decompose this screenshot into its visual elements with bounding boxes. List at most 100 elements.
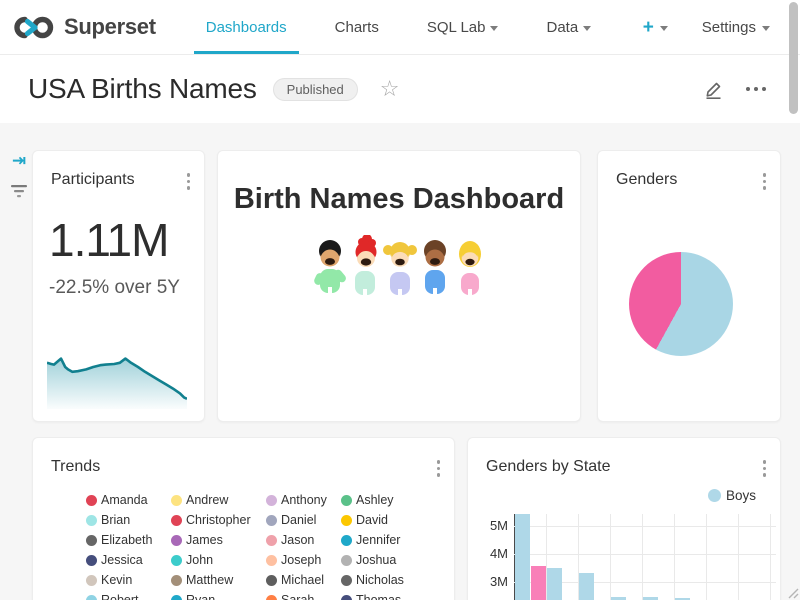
- legend-dot: [86, 595, 97, 600]
- legend-item-joseph[interactable]: Joseph: [266, 550, 341, 570]
- legend-label: Brian: [101, 513, 130, 527]
- settings-label: Settings: [702, 19, 756, 36]
- chart-title: Participants: [51, 171, 135, 189]
- legend-label: Jessica: [101, 553, 143, 567]
- legend-item-john[interactable]: John: [171, 550, 266, 570]
- boys-bar[interactable]: [579, 573, 594, 600]
- boys-legend-dot: [708, 489, 721, 502]
- brand-name: Superset: [64, 14, 156, 40]
- y-tick-label: 3M: [472, 574, 508, 589]
- settings-menu[interactable]: Settings: [702, 19, 770, 36]
- genders-card: Genders: [597, 150, 781, 422]
- legend-dot: [86, 515, 97, 526]
- legend-item-matthew[interactable]: Matthew: [171, 570, 266, 590]
- dashboard-header: USA Births Names Published ☆: [0, 55, 800, 123]
- legend-label: Sarah: [281, 593, 314, 600]
- legend-dot: [341, 495, 352, 506]
- dashboard-heading-text: Birth Names Dashboard: [218, 183, 580, 216]
- trends-card: Trends Amanda Andrew Anthony Ashley Brian Chr…: [32, 437, 455, 600]
- boys-bar[interactable]: [515, 514, 530, 600]
- legend-item-james[interactable]: James: [171, 530, 266, 550]
- legend-item-ryan[interactable]: Ryan: [171, 590, 266, 600]
- legend-item-andrew[interactable]: Andrew: [171, 490, 266, 510]
- nav-item-label: Charts: [335, 19, 379, 36]
- legend-item-david[interactable]: David: [341, 510, 431, 530]
- legend-dot: [341, 595, 352, 600]
- caret-down-icon: [660, 26, 668, 31]
- published-badge[interactable]: Published: [273, 78, 358, 101]
- legend-dot: [171, 495, 182, 506]
- chart-title: Trends: [51, 458, 100, 476]
- legend-label: Matthew: [186, 573, 233, 587]
- caret-down-icon: [490, 26, 498, 31]
- card-resize-handle[interactable]: [785, 585, 799, 599]
- nav-item-label: Data: [546, 19, 578, 36]
- legend-item-jessica[interactable]: Jessica: [86, 550, 171, 570]
- legend-item-anthony[interactable]: Anthony: [266, 490, 341, 510]
- legend-label: Thomas: [356, 593, 401, 600]
- legend-label: Jason: [281, 533, 314, 547]
- participants-trend-chart[interactable]: [47, 349, 187, 409]
- chart-menu-icon[interactable]: [763, 173, 767, 190]
- legend-item-brian[interactable]: Brian: [86, 510, 171, 530]
- gridline: [514, 526, 776, 527]
- legend-dot: [171, 595, 182, 600]
- caret-down-icon: [583, 26, 591, 31]
- legend-item-sarah[interactable]: Sarah: [266, 590, 341, 600]
- legend-item-jason[interactable]: Jason: [266, 530, 341, 550]
- boys-bar[interactable]: [547, 568, 562, 600]
- new-button[interactable]: +: [643, 18, 668, 37]
- nav-item-label: Dashboards: [206, 19, 287, 36]
- legend-dot: [266, 575, 277, 586]
- legend-item-elizabeth[interactable]: Elizabeth: [86, 530, 171, 550]
- legend-item-michael[interactable]: Michael: [266, 570, 341, 590]
- chart-title: Genders by State: [486, 458, 611, 476]
- nav-item-data[interactable]: Data: [522, 0, 615, 54]
- legend-label: Elizabeth: [101, 533, 152, 547]
- page-title: USA Births Names: [28, 73, 257, 105]
- legend-label: Robert: [101, 593, 139, 600]
- vertical-scrollbar[interactable]: [789, 2, 798, 114]
- chart-menu-icon[interactable]: [763, 460, 767, 477]
- legend-item-boys[interactable]: Boys: [708, 488, 756, 503]
- edit-pencil-icon[interactable]: [703, 79, 724, 100]
- nav-item-sql-lab[interactable]: SQL Lab: [403, 0, 523, 54]
- nav-item-dashboards[interactable]: Dashboards: [182, 0, 311, 54]
- legend-dot: [341, 535, 352, 546]
- navbar: Superset Dashboards Charts SQL Lab Data + S…: [0, 0, 800, 55]
- legend-item-jennifer[interactable]: Jennifer: [341, 530, 431, 550]
- legend-item-joshua[interactable]: Joshua: [341, 550, 431, 570]
- legend-item-kevin[interactable]: Kevin: [86, 570, 171, 590]
- superset-infinity-icon: [14, 14, 56, 41]
- filter-icon[interactable]: [10, 183, 28, 199]
- legend-label: Nicholas: [356, 573, 404, 587]
- legend-item-nicholas[interactable]: Nicholas: [341, 570, 431, 590]
- legend-dot: [266, 555, 277, 566]
- legend-label: Anthony: [281, 493, 327, 507]
- legend-label: Kevin: [101, 573, 132, 587]
- legend-item-ashley[interactable]: Ashley: [341, 490, 431, 510]
- superset-logo[interactable]: Superset: [14, 0, 156, 54]
- legend-item-christopher[interactable]: Christopher: [171, 510, 266, 530]
- girls-bar[interactable]: [531, 566, 546, 600]
- nav-item-charts[interactable]: Charts: [311, 0, 403, 54]
- filter-bar: ⇥: [8, 151, 30, 199]
- legend-dot: [86, 555, 97, 566]
- more-actions-icon[interactable]: [746, 87, 766, 91]
- legend-label: Andrew: [186, 493, 228, 507]
- legend-dot: [266, 535, 277, 546]
- genders-pie-chart[interactable]: [629, 252, 733, 356]
- chart-menu-icon[interactable]: [187, 173, 191, 190]
- legend-dot: [171, 575, 182, 586]
- legend-dot: [171, 515, 182, 526]
- chart-menu-icon[interactable]: [437, 460, 441, 477]
- legend-dot: [266, 495, 277, 506]
- legend-label: Michael: [281, 573, 324, 587]
- legend-item-thomas[interactable]: Thomas: [341, 590, 431, 600]
- expand-filter-bar-icon[interactable]: ⇥: [12, 151, 26, 171]
- legend-item-daniel[interactable]: Daniel: [266, 510, 341, 530]
- legend-item-amanda[interactable]: Amanda: [86, 490, 171, 510]
- genders-by-state-chart[interactable]: 5M4M3M: [514, 514, 776, 600]
- legend-item-robert[interactable]: Robert: [86, 590, 171, 600]
- favorite-star-icon[interactable]: ☆: [380, 78, 400, 100]
